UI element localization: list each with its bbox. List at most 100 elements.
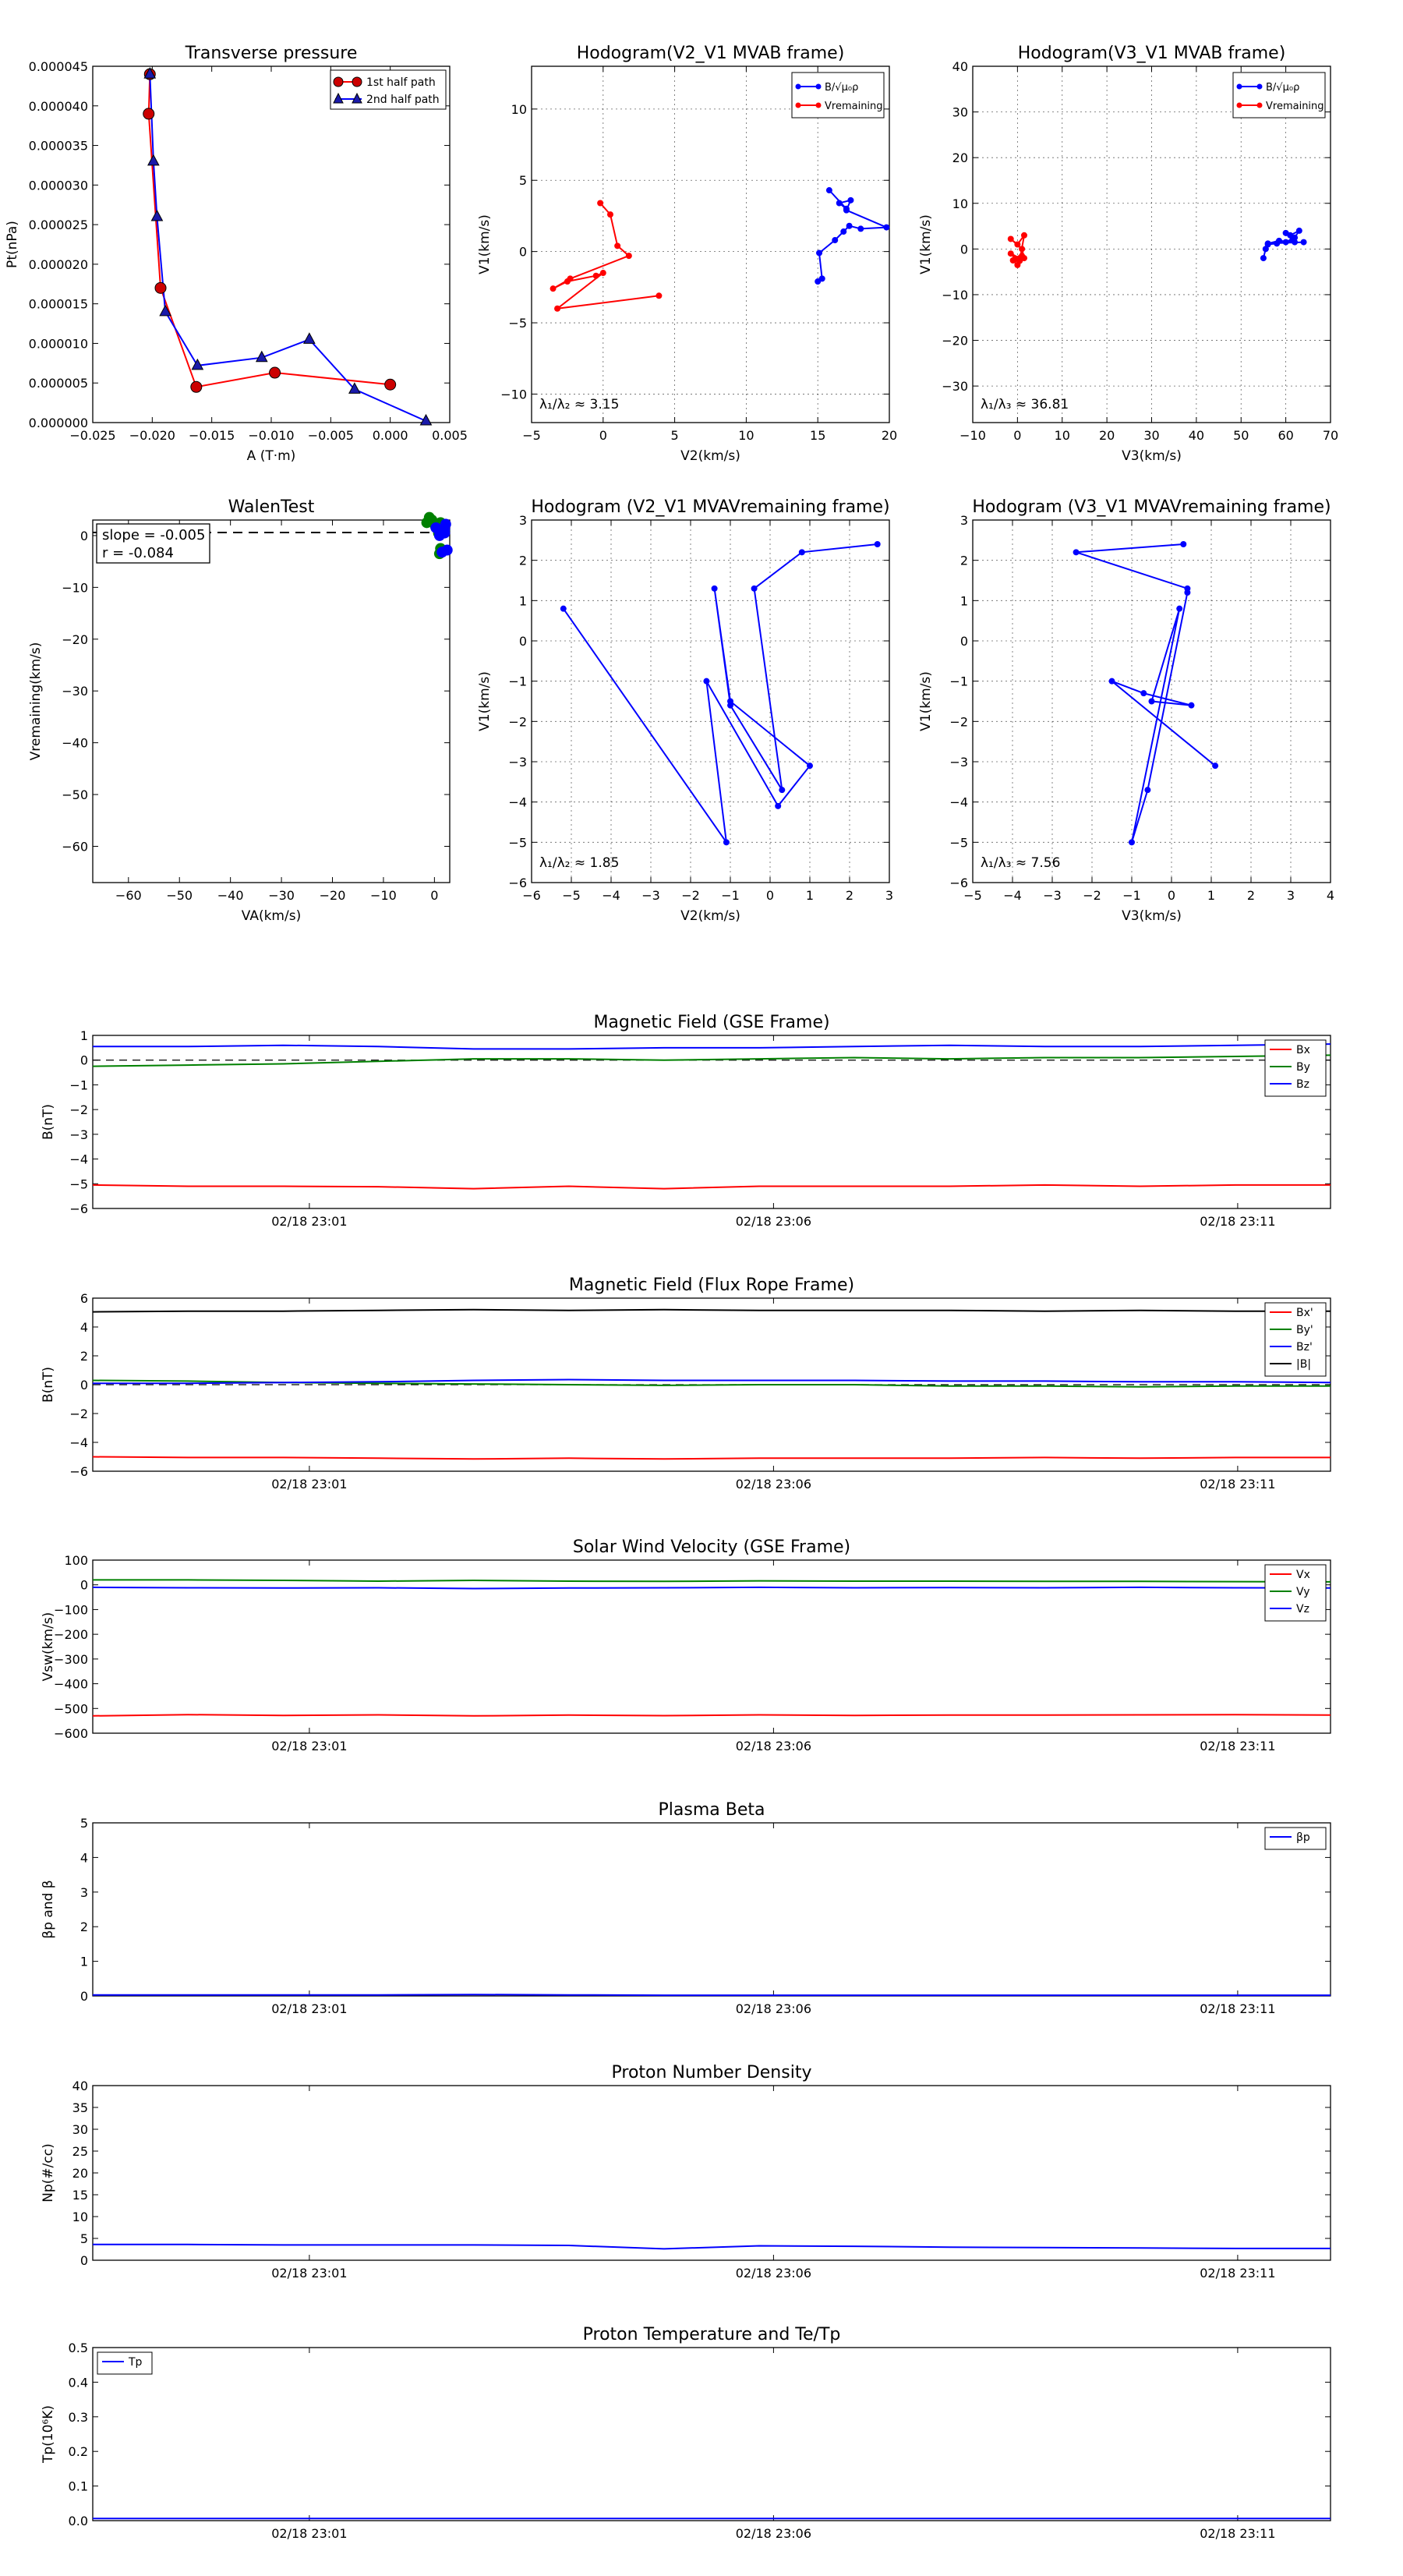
- y-tick-label: 0.5: [69, 2341, 88, 2355]
- point-hodogram: [727, 698, 733, 705]
- panel-title: Hodogram(V3_V1 MVAB frame): [1018, 44, 1286, 63]
- legend-label: |B|: [1296, 1358, 1311, 1371]
- panel-walen-test: WalenTest −60 −50 −40 −30 −20 −10 0 −60 −50 −40 −30…: [28, 497, 453, 924]
- point-b: [1276, 237, 1283, 244]
- plot-frame: [92, 1559, 1331, 1734]
- x-tick-label: −40: [217, 888, 244, 903]
- x-tick-label: −0.005: [308, 428, 354, 443]
- point-hodogram: [1129, 839, 1135, 846]
- y-tick-label: −5: [949, 835, 968, 850]
- point-b: [843, 205, 850, 212]
- point-hodogram: [1176, 605, 1183, 612]
- y-tick-label: 0.2: [69, 2444, 88, 2459]
- x-tick-label: −20: [320, 888, 346, 903]
- y-tick-label: 1: [960, 593, 968, 608]
- x-tick-label: −0.025: [69, 428, 115, 443]
- series-line-Vx: [92, 1714, 1331, 1717]
- y-tick-label: 40: [952, 59, 968, 74]
- walen-point-blue: [436, 547, 448, 558]
- point-vremaining: [554, 305, 561, 312]
- x-tick-label: 0: [1168, 888, 1175, 903]
- legend-label: Bz': [1296, 1341, 1313, 1353]
- y-tick-label: 0.000025: [29, 218, 88, 232]
- y-axis-label: V1(km/s): [918, 671, 934, 731]
- point-vremaining: [1016, 257, 1023, 264]
- y-tick-label: 20: [72, 2166, 88, 2181]
- x-tick-label: 0: [430, 888, 438, 903]
- x-axis-label: V2(km/s): [680, 448, 740, 464]
- point-2nd-half: [191, 358, 204, 370]
- y-tick-label: −3: [69, 1127, 88, 1142]
- point-hodogram: [1148, 698, 1155, 705]
- point-b: [1295, 227, 1302, 234]
- x-tick-label: 02/18 23:06: [736, 2526, 811, 2541]
- y-tick-label: −6: [69, 1464, 88, 1479]
- point-b: [1282, 229, 1289, 236]
- y-tick-label: −6: [69, 1201, 88, 1216]
- x-tick-label: −1: [721, 888, 740, 903]
- y-tick-label: 100: [64, 1553, 88, 1568]
- plot-frame: [92, 2085, 1331, 2261]
- y-tick-label: −10: [500, 387, 527, 402]
- x-tick-label: 02/18 23:01: [271, 1477, 347, 1491]
- point-hodogram: [874, 541, 881, 547]
- legend-label-v: Vremaining: [1266, 101, 1324, 112]
- y-tick-label: 4: [80, 1850, 88, 1865]
- panel-title: Magnetic Field (Flux Rope Frame): [569, 1276, 854, 1295]
- y-tick-label: 0.000040: [29, 99, 88, 114]
- eigenvalue-ratio: λ₁/λ₂ ≈ 1.85: [539, 855, 619, 871]
- panel-title: Hodogram(V2_V1 MVAB frame): [577, 44, 845, 63]
- y-tick-label: 5: [80, 1816, 88, 1831]
- x-tick-label: −1: [1122, 888, 1141, 903]
- x-tick-label: 0: [1013, 428, 1021, 443]
- legend-label: Vz: [1296, 1603, 1309, 1615]
- y-tick-label: −2: [949, 714, 968, 729]
- point-b: [847, 196, 854, 203]
- point-vremaining: [614, 242, 621, 249]
- x-tick-label: 02/18 23:11: [1200, 2001, 1275, 2016]
- point-hodogram: [779, 787, 786, 794]
- point-b: [818, 275, 825, 282]
- point-hodogram: [751, 585, 758, 592]
- y-tick-label: 0.000035: [29, 139, 88, 154]
- point-1st-half: [384, 378, 397, 391]
- y-tick-label: −1: [508, 674, 527, 689]
- x-tick-label: 02/18 23:06: [736, 1214, 811, 1229]
- legend-marker-v: [1236, 102, 1242, 108]
- x-tick-label: 20: [882, 428, 897, 443]
- point-vremaining: [1007, 250, 1014, 257]
- legend-label: Vy: [1296, 1586, 1310, 1598]
- point-2nd-half: [303, 332, 316, 344]
- x-tick-label: 02/18 23:01: [271, 1739, 347, 1753]
- point-vremaining: [625, 253, 632, 260]
- y-tick-label: 10: [952, 196, 968, 211]
- x-tick-label: 20: [1099, 428, 1115, 443]
- y-tick-label: −4: [69, 1435, 88, 1450]
- y-tick-label: 25: [72, 2144, 88, 2159]
- x-tick-label: 60: [1278, 428, 1293, 443]
- x-tick-label: 02/18 23:01: [271, 2001, 347, 2016]
- x-tick-label: −10: [370, 888, 397, 903]
- y-tick-label: 0.000030: [29, 178, 88, 193]
- plot-frame: [92, 1035, 1331, 1209]
- walen-point-blue: [440, 518, 451, 530]
- y-tick-label: 2: [80, 1920, 88, 1934]
- panel-title: Hodogram (V2_V1 MVAVremaining frame): [531, 497, 889, 517]
- y-axis-label: βp and β: [41, 1880, 56, 1938]
- legend: [1264, 1039, 1327, 1097]
- y-tick-label: −1: [69, 1077, 88, 1092]
- x-tick-label: −0.010: [248, 428, 294, 443]
- legend-label: Bx': [1296, 1307, 1313, 1319]
- y-tick-label: −4: [949, 795, 968, 810]
- point-1st-half: [190, 380, 203, 393]
- point-hodogram: [1188, 702, 1195, 709]
- y-tick-label: 4: [80, 1320, 88, 1335]
- x-tick-label: 30: [1143, 428, 1159, 443]
- y-tick-label: −20: [942, 334, 968, 349]
- legend-label: Bx: [1296, 1044, 1310, 1056]
- x-axis-label: VA(km/s): [242, 908, 301, 924]
- x-axis-label: V3(km/s): [1122, 448, 1182, 464]
- x-tick-label: 2: [1247, 888, 1255, 903]
- legend: [1264, 1302, 1327, 1377]
- y-tick-label: 0: [960, 242, 968, 257]
